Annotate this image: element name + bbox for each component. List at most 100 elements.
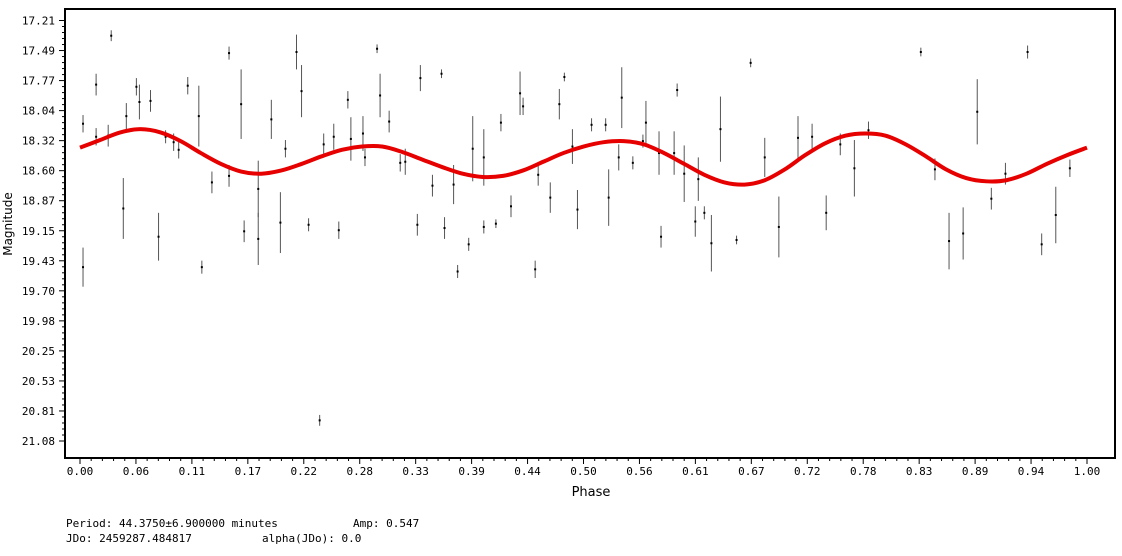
- data-point: [1004, 172, 1007, 175]
- data-point: [990, 197, 993, 200]
- data-point: [157, 235, 160, 238]
- data-point: [853, 167, 856, 170]
- data-point: [697, 178, 700, 181]
- data-point: [811, 135, 814, 138]
- phase-plot: 0.00 0.06 0.11 0.17 0.22 0.28 0.33 0.39 0.44 0.50…: [1, 8, 1116, 500]
- data-point: [590, 123, 593, 126]
- data-point: [1068, 167, 1071, 170]
- data-point: [703, 211, 706, 214]
- data-point: [867, 129, 870, 132]
- data-point: [933, 168, 936, 171]
- data-point: [694, 220, 697, 223]
- data-point: [519, 92, 522, 95]
- data-point: [509, 205, 512, 208]
- x-tick-label: 0.17: [235, 465, 262, 478]
- y-tick-label: 18.60: [22, 165, 55, 178]
- y-tick-label: 18.87: [22, 195, 55, 208]
- x-tick-label: 0.00: [67, 465, 94, 478]
- data-point: [300, 90, 303, 93]
- y-tick-label: 17.77: [22, 75, 55, 88]
- data-point: [499, 121, 502, 124]
- data-point: [735, 238, 738, 241]
- data-point: [839, 143, 842, 146]
- data-point: [719, 128, 722, 131]
- data-point: [349, 137, 352, 140]
- data-point: [607, 196, 610, 199]
- data-point: [419, 77, 422, 80]
- data-point: [482, 225, 485, 228]
- x-tick-label: 0.50: [570, 465, 597, 478]
- data-point: [440, 72, 443, 75]
- data-point: [110, 34, 113, 37]
- x-tick-label: 0.44: [514, 465, 541, 478]
- data-point: [576, 208, 579, 211]
- data-point: [644, 121, 647, 124]
- data-point: [332, 135, 335, 138]
- data-point: [431, 184, 434, 187]
- data-point: [604, 123, 607, 126]
- data-point: [125, 115, 128, 118]
- y-tick-label: 19.43: [22, 255, 55, 268]
- data-point: [337, 229, 340, 232]
- plot-axes: 0.00 0.06 0.11 0.17 0.22 0.28 0.33 0.39 0.44 0.50…: [22, 8, 1116, 478]
- data-point: [270, 118, 273, 121]
- data-point: [796, 136, 799, 139]
- data-point: [534, 268, 537, 271]
- data-point: [620, 96, 623, 99]
- data-point: [149, 99, 152, 102]
- data-point: [82, 122, 85, 125]
- data-point: [240, 103, 243, 106]
- x-tick-label: 0.72: [794, 465, 821, 478]
- amplitude-readout: Amp: 0.547: [353, 517, 420, 530]
- data-point: [617, 156, 620, 159]
- data-points: [82, 34, 1071, 422]
- y-tick-label: 20.81: [22, 405, 55, 418]
- y-tick-label: 20.53: [22, 375, 55, 388]
- data-point: [1040, 243, 1043, 246]
- data-point: [228, 174, 231, 177]
- y-tick-label: 18.04: [22, 105, 55, 118]
- data-point: [318, 419, 321, 422]
- y-tick-label: 19.15: [22, 225, 55, 238]
- x-tick-label: 0.39: [458, 465, 485, 478]
- data-point: [228, 52, 231, 55]
- y-tick-label: 20.25: [22, 345, 55, 358]
- data-point: [443, 227, 446, 230]
- x-tick-label: 0.11: [179, 465, 206, 478]
- alpha-readout: alpha(JDo): 0.0: [262, 532, 362, 545]
- x-tick-label: 0.06: [123, 465, 150, 478]
- data-point: [135, 85, 138, 88]
- x-tick-label: 0.61: [682, 465, 709, 478]
- data-point: [976, 110, 979, 113]
- error-bars: [82, 30, 1071, 426]
- period-readout: Period: 44.3750±6.900000 minutes: [66, 517, 278, 530]
- x-axis-label: Phase: [572, 485, 611, 500]
- data-point: [919, 51, 922, 54]
- data-point: [1054, 213, 1057, 216]
- data-point: [284, 147, 287, 150]
- data-point: [660, 235, 663, 238]
- x-tick-label: 0.94: [1018, 465, 1045, 478]
- x-tick-label: 0.33: [402, 465, 429, 478]
- data-point: [676, 89, 679, 92]
- data-point: [376, 47, 379, 50]
- y-tick-label: 21.08: [22, 435, 55, 448]
- data-point: [295, 51, 298, 54]
- data-point: [416, 223, 419, 226]
- data-point: [537, 173, 540, 176]
- data-point: [379, 94, 382, 97]
- x-tick-label: 0.28: [346, 465, 373, 478]
- data-point: [658, 152, 661, 155]
- y-tick-label: 19.70: [22, 285, 55, 298]
- data-point: [522, 105, 525, 108]
- data-point: [467, 243, 470, 246]
- y-tick-label: 19.98: [22, 315, 55, 328]
- data-point: [399, 161, 402, 164]
- data-point: [452, 183, 455, 186]
- data-point: [456, 270, 459, 273]
- data-point: [948, 240, 951, 243]
- data-point: [164, 135, 167, 138]
- data-point: [404, 160, 407, 163]
- data-point: [363, 156, 366, 159]
- data-point: [257, 187, 260, 190]
